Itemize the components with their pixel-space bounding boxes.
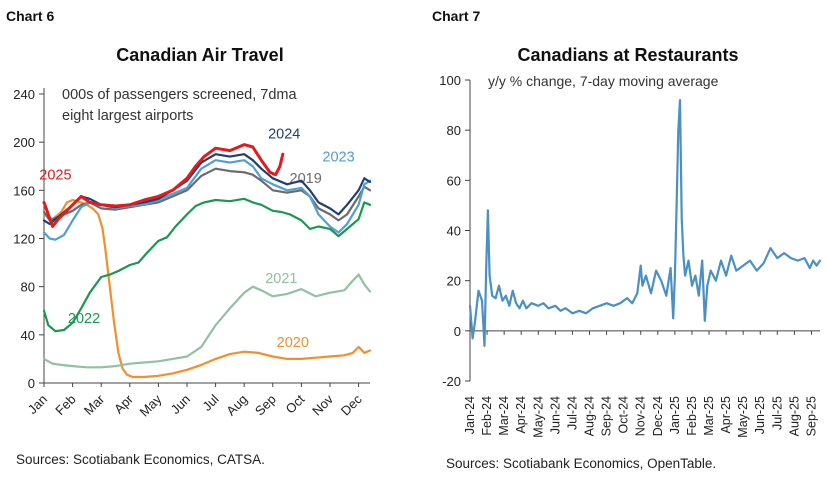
x-tick-label: Aug: [223, 392, 250, 419]
x-tick-label: Feb: [52, 392, 78, 418]
x-tick-label: Nov: [309, 391, 336, 418]
x-tick-label: Jan-24: [463, 396, 477, 434]
x-tick-label: Apr-25: [719, 396, 733, 434]
x-tick-label: Jan: [25, 392, 50, 417]
x-tick-label: Sep: [252, 392, 279, 419]
series-line-2021: [42, 273, 372, 369]
series-label-2023: 2023: [322, 149, 354, 165]
chart-subtitle: y/y % change, 7-day moving average: [488, 73, 719, 89]
x-tick-label: Sep-25: [804, 396, 818, 436]
series-line-2023: [42, 159, 372, 241]
chart-source-note: Sources: Scotiabank Economics, OpenTable…: [446, 456, 717, 471]
x-tick-label: Jul: [199, 391, 221, 413]
y-tick-label: 100: [439, 73, 461, 88]
series-line-2022: [42, 197, 372, 333]
series-line-restaurants: [468, 99, 822, 347]
x-tick-label: Jun-25: [753, 396, 767, 434]
x-tick-label: Mar: [81, 391, 108, 418]
series-line-2025: [42, 143, 285, 228]
x-tick-label: Jun-24: [548, 396, 562, 434]
x-tick-label: Jul-24: [565, 396, 579, 430]
x-tick-label: Dec: [338, 391, 365, 418]
y-tick-label: 80: [21, 280, 35, 295]
x-tick-label: Dec-24: [651, 396, 665, 436]
x-tick-label: Aug-25: [787, 396, 801, 436]
chart-title: Canadians at Restaurants: [517, 45, 738, 65]
chart-subtitle-line: 000s of passengers screened, 7dma: [62, 87, 297, 103]
chart-panel-air-travel: Chart 6 Canadian Air Travel 000s of passe…: [6, 8, 372, 467]
x-tick-label: Jun: [168, 392, 193, 417]
x-tick-label: Aug-24: [583, 396, 597, 436]
y-tick-label: -20: [442, 374, 461, 389]
restaurants-chart: Canadians at Restaurants y/y % change, 7-…: [439, 45, 822, 438]
x-tick-label: Mar-25: [702, 396, 716, 436]
x-tick-label: Oct-24: [617, 396, 631, 434]
chart-panel-restaurants: Chart 7 Canadians at Restaurants y/y % ch…: [414, 0, 828, 483]
chart-number-label: Chart 6: [6, 8, 55, 24]
y-tick-label: 40: [447, 224, 461, 239]
air-travel-chart: Canadian Air Travel 000s of passengers sc…: [13, 45, 372, 419]
y-tick-label: 0: [454, 324, 461, 339]
x-tick-label: May-25: [736, 396, 750, 438]
x-tick-label: Feb-25: [685, 396, 699, 436]
chart-title: Canadian Air Travel: [116, 45, 283, 65]
series-label-2019: 2019: [290, 171, 322, 187]
chart-subtitle-line: eight largest airports: [62, 108, 193, 124]
series-label-2025: 2025: [39, 167, 71, 183]
y-tick-label: 120: [13, 232, 35, 247]
y-tick-label: 160: [13, 183, 35, 198]
x-tick-label: May-24: [531, 396, 545, 438]
x-tick-label: Jul-25: [770, 396, 784, 430]
x-tick-label: Sep-24: [600, 396, 614, 436]
series-label-2021: 2021: [265, 271, 297, 287]
x-tick-label: Nov-24: [634, 396, 648, 436]
y-tick-label: 40: [21, 328, 35, 343]
y-tick-label: 0: [28, 376, 35, 391]
chart-number-label: Chart 7: [432, 8, 481, 24]
series-label-2020: 2020: [277, 335, 309, 351]
y-tick-label: 240: [13, 87, 35, 102]
x-tick-label: Mar-24: [497, 396, 511, 436]
series-label-2022: 2022: [68, 311, 100, 327]
x-tick-label: Jan-25: [668, 396, 682, 434]
chart-source-note: Sources: Scotiabank Economics, CATSA.: [16, 452, 265, 467]
series-label-2024: 2024: [268, 127, 300, 143]
x-tick-label: Apr-24: [514, 396, 528, 434]
x-tick-label: Oct: [283, 391, 308, 416]
y-tick-label: 60: [447, 173, 461, 188]
x-tick-label: Feb-24: [480, 396, 494, 436]
y-tick-label: 80: [447, 123, 461, 138]
series-line-2024: [42, 153, 372, 226]
y-tick-label: 200: [13, 135, 35, 150]
x-tick-label: May: [137, 391, 165, 419]
x-tick-label: Apr: [111, 391, 136, 416]
y-tick-label: 20: [447, 274, 461, 289]
